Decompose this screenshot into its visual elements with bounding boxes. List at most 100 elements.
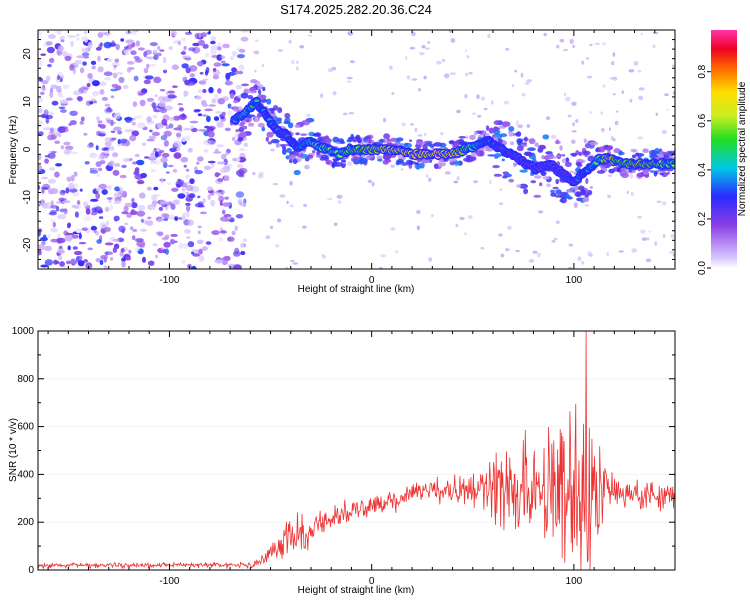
spectrogram-noise-cell [82, 61, 87, 66]
spectrogram-noise-cell [204, 108, 213, 112]
spectrogram-noise-cell [211, 230, 220, 236]
spectrogram-noise-cell [243, 198, 247, 204]
spectrogram-noise-cell [466, 135, 469, 140]
spectrogram-noise-cell [637, 136, 644, 140]
spectrogram-noise-cell [427, 40, 430, 45]
spectrogram-noise-cell [177, 193, 186, 199]
spectrogram-ridge-halo [494, 156, 499, 159]
spectrogram-noise-cell [125, 39, 135, 44]
spectrogram-ridge-halo [620, 167, 628, 172]
spectrogram-noise-cell [65, 260, 72, 265]
spectrogram-noise-cell [114, 197, 122, 202]
spectrogram-noise-cell [62, 84, 70, 90]
spectrogram-noise-cell [38, 253, 42, 256]
spectrogram-ridge-halo [336, 141, 342, 145]
spectrogram-noise-cell [480, 247, 485, 250]
spectrogram-ridge-halo [390, 137, 398, 142]
spectrogram-noise-cell [130, 50, 137, 55]
spectrogram-noise-cell [416, 209, 421, 215]
colorbar: 0.0 0.2 0.4 0.6 0.8 Normalized spectral ampl… [697, 30, 748, 275]
spectrogram-noise-cell [67, 222, 72, 228]
x-tick-label: 100 [566, 576, 583, 587]
spectrogram-noise-cell [289, 204, 294, 208]
spectrogram-noise-cell [306, 113, 311, 117]
spectrogram-noise-cell [196, 239, 204, 245]
spectrogram-noise-cell [257, 174, 264, 179]
spectrogram-noise-cell [136, 210, 146, 217]
colorbar-gradient [711, 30, 737, 268]
spectrogram-noise-cell [75, 33, 80, 37]
spectrogram-noise-cell [184, 31, 193, 35]
spectrogram-noise-cell [110, 257, 114, 261]
spectrogram-ridge-halo [237, 137, 244, 142]
spectrogram-noise-cell [137, 47, 145, 51]
spectrogram-noise-cell [38, 154, 42, 161]
spectrogram-noise-cell [140, 172, 148, 179]
spectrogram-noise-cell [389, 65, 393, 70]
spectrogram-noise-cell [139, 99, 146, 107]
spectrogram-noise-cell [60, 74, 65, 80]
spectrogram-noise-cell [63, 149, 71, 155]
spectrogram-noise-cell [550, 134, 557, 139]
spectrogram-noise-cell [145, 49, 152, 55]
spectrogram-noise-cell [157, 151, 162, 157]
spectrogram-noise-cell [559, 38, 565, 43]
spectrogram-noise-cell [252, 172, 256, 175]
spectrogram-noise-cell [221, 153, 227, 160]
spectrogram-noise-cell [182, 55, 191, 59]
spectrogram-noise-cell [161, 152, 170, 158]
spectrogram-noise-cell [227, 103, 232, 109]
spectrogram-noise-cell [146, 116, 152, 123]
spectrogram-noise-cell [62, 50, 68, 57]
spectrogram-noise-cell [70, 259, 78, 265]
spectrogram-ridge-halo [658, 154, 664, 159]
spectrogram-ridge-halo [368, 137, 372, 144]
spectrogram-noise-cell [47, 178, 57, 184]
spectrogram-noise-cell [640, 32, 643, 36]
spectrogram-noise-cell [73, 171, 78, 177]
spectrogram-noise-cell [133, 75, 139, 82]
spectrogram-noise-cell [78, 241, 87, 245]
spectrogram-noise-cell [637, 215, 642, 219]
spectrogram-noise-cell [134, 247, 140, 252]
spectrogram-noise-cell [134, 115, 142, 119]
spectrogram-ridge-halo [285, 155, 290, 160]
spectrogram-ridge-halo [257, 122, 265, 128]
spectrogram-ridge-halo [631, 154, 637, 159]
spectrogram-noise-cell [111, 40, 116, 47]
spectrogram-noise-cell [201, 114, 208, 117]
spectrogram-noise-cell [212, 67, 217, 72]
spectrogram-noise-cell [207, 131, 215, 138]
spectrogram-noise-cell [480, 96, 485, 101]
spectrogram-noise-cell [215, 148, 219, 152]
spectrogram-noise-cell [612, 93, 616, 96]
spectrogram-noise-cell [499, 188, 503, 191]
spectrogram-noise-cell [75, 205, 79, 210]
spectrogram-noise-cell [449, 72, 456, 75]
spectrogram-noise-cell [239, 147, 246, 152]
spectrogram-ridge-halo [502, 175, 508, 179]
spectrogram-noise-cell [63, 265, 68, 269]
spectrogram-noise-cell [105, 220, 109, 226]
spectrogram-noise-cell [220, 216, 229, 222]
spectrogram-ridge-halo [258, 89, 262, 95]
spectrogram-noise-cell [70, 40, 74, 47]
spectrogram-noise-cell [147, 216, 152, 220]
spectrogram-noise-cell [113, 126, 122, 132]
spectrogram-ridge-halo [666, 171, 670, 175]
spectrogram-ridge-halo [295, 132, 300, 136]
spectrogram-ridge-halo [582, 150, 591, 155]
spectrogram-noise-cell [48, 57, 55, 64]
spectrogram-noise-cell [101, 189, 108, 195]
spectrogram-ridge-halo [493, 136, 498, 141]
spectrogram-noise-cell [201, 246, 208, 252]
spectrogram-ridge-halo [319, 157, 326, 161]
spectrogram-noise-cell [163, 241, 171, 248]
spectrogram-noise-cell [50, 227, 58, 233]
spectrogram-noise-cell [498, 202, 504, 206]
spectrogram-noise-cell [543, 32, 547, 37]
spectrogram-ridge-halo [555, 139, 560, 145]
spectrogram-ridge-halo [352, 138, 358, 143]
spectrogram-noise-cell [189, 120, 199, 124]
spectrogram-ridge-halo [386, 142, 394, 146]
